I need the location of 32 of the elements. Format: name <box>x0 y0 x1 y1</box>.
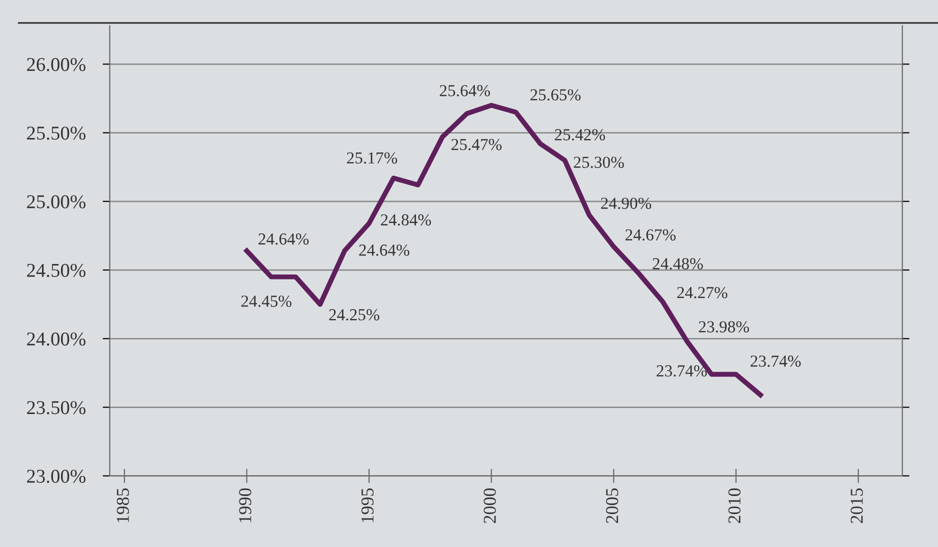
x-tick-label: 2010 <box>728 488 741 524</box>
y-tick-label: 24.00% <box>27 332 86 346</box>
data-label: 25.42% <box>554 129 606 140</box>
x-tick-label: 1990 <box>239 488 252 522</box>
data-label: 25.64% <box>440 85 490 96</box>
x-tick-label: 2000 <box>484 488 496 524</box>
data-label: 24.90% <box>601 198 652 210</box>
x-tick-label: 2015 <box>850 488 863 524</box>
data-label: 25.47% <box>452 138 502 150</box>
y-tick-label: 25.00% <box>27 195 86 208</box>
y-tick-label: 26.00% <box>27 58 86 72</box>
y-tick-label: 24.50% <box>27 264 86 278</box>
y-tick-label: 23.50% <box>27 401 86 414</box>
data-label: 24.48% <box>652 258 703 270</box>
data-label: 23.74% <box>656 365 707 377</box>
data-label: 24.84% <box>380 214 431 226</box>
data-label: 25.30% <box>574 156 624 168</box>
data-label: 25.65% <box>530 89 581 101</box>
x-tick-label: 1995 <box>361 488 374 522</box>
data-label: 24.27% <box>677 286 728 298</box>
y-tick-label: 23.00% <box>27 470 86 483</box>
data-label: 24.25% <box>329 309 380 320</box>
data-label: 24.67% <box>626 229 676 241</box>
data-label: 23.74% <box>750 356 801 367</box>
data-label: 24.64% <box>258 233 309 245</box>
x-tick-label: 2005 <box>606 488 618 524</box>
y-tick-label: 25.50% <box>27 126 86 140</box>
data-label: 25.17% <box>347 152 398 164</box>
data-label: 23.98% <box>698 321 750 333</box>
data-label: 24.45% <box>241 296 292 307</box>
data-label: 24.64% <box>359 244 410 256</box>
x-tick-label: 1985 <box>116 488 129 522</box>
